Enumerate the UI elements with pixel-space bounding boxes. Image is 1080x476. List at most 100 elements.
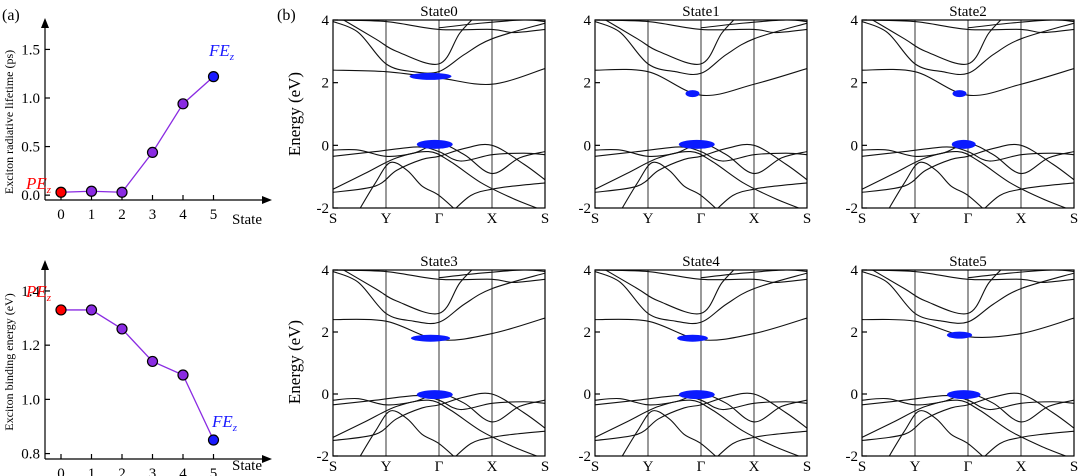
- exciton-weight-vb: [416, 139, 453, 149]
- bands-ylabel-bottom: Energy (eV): [285, 320, 304, 404]
- exciton-weight-vb: [678, 139, 715, 149]
- kpoint-label: S: [541, 211, 549, 227]
- band-panel-title: State2: [949, 4, 987, 20]
- band-lines: [595, 20, 807, 208]
- binding-chart-point: [207, 434, 220, 446]
- binding-chart-series-line: [61, 309, 215, 441]
- binding-chart-xtick-label: 0: [57, 466, 65, 476]
- band-ytick-label: 2: [322, 76, 330, 92]
- band-curve: [717, 430, 807, 456]
- binding-chart-xtick-label: 4: [179, 466, 187, 476]
- band-curve: [595, 394, 807, 411]
- band-curve: [595, 146, 807, 162]
- band-panel-title: State0: [420, 4, 458, 20]
- band-curve: [621, 410, 717, 456]
- band-curve: [595, 392, 807, 442]
- band-curve: [333, 270, 545, 283]
- band-curve: [333, 20, 545, 34]
- exciton-weight-cb: [410, 334, 451, 342]
- exciton-weight-vb: [678, 390, 715, 400]
- binding-chart-xtick-label: 5: [210, 466, 218, 476]
- lifetime-chart-ytick-label: 0.5: [21, 140, 40, 156]
- kpoint-label: S: [858, 459, 866, 475]
- band-curve: [333, 392, 545, 442]
- band-panel-2: -2 0 2 4 S Y Γ X S State2: [846, 4, 1079, 227]
- kpoint-label: S: [541, 459, 549, 475]
- fe-label-lifetime: FEz: [208, 41, 235, 63]
- bands-ylabel-top: Energy (eV): [285, 72, 304, 156]
- band-ytick-label: -2: [317, 201, 330, 217]
- lifetime-chart: Exciton radiative lifetime (ps) State 0.…: [2, 18, 272, 228]
- band-panel-4: -2 0 2 4 S Y Γ X S State4: [579, 254, 812, 475]
- lifetime-chart-xtick-label: 1: [88, 207, 96, 223]
- band-frame: [861, 19, 1075, 209]
- binding-chart-point: [55, 304, 67, 316]
- binding-ylabel: Exciton binding energy (eV): [2, 293, 16, 430]
- lifetime-chart-xtick-label: 2: [118, 207, 126, 223]
- band-lines: [862, 20, 1074, 208]
- lifetime-chart-ytick-label: 0.0: [21, 188, 40, 204]
- band-curve: [595, 399, 801, 456]
- band-ytick-label: 2: [851, 76, 859, 92]
- band-curve: [621, 161, 717, 208]
- band-curve: [984, 430, 1074, 456]
- kpoint-label: S: [1070, 211, 1078, 227]
- lifetime-chart-series-line: [60, 76, 214, 193]
- exciton-weight-cb: [685, 90, 700, 98]
- band-ytick-label: 4: [322, 13, 330, 29]
- band-ytick-label: 2: [584, 325, 592, 341]
- band-frame: [594, 19, 808, 209]
- binding-chart-point: [146, 355, 159, 368]
- band-ytick-label: 2: [322, 325, 330, 341]
- kpoint-label: Y: [381, 459, 392, 475]
- band-curve: [862, 392, 1074, 442]
- kpoint-label: Y: [910, 459, 921, 475]
- kpoint-label: Y: [910, 211, 921, 227]
- band-curve: [342, 270, 473, 315]
- binding-chart-ytick-label: 0.8: [21, 447, 40, 463]
- binding-chart-xtick-label: 1: [88, 466, 96, 476]
- band-panel-3: -2 0 2 4 S Y Γ X S State3: [317, 254, 550, 475]
- band-curve: [862, 394, 1074, 411]
- band-ytick-label: 4: [584, 13, 592, 29]
- kpoint-label: Γ: [964, 211, 973, 227]
- exciton-weight-cb: [409, 72, 452, 80]
- binding-chart-ytick-label: 1.0: [21, 392, 40, 408]
- lifetime-chart-xtick-label: 5: [210, 207, 218, 223]
- binding-chart-xtick-label: 3: [149, 466, 157, 476]
- band-panel-title: State3: [420, 254, 458, 270]
- band-curve: [862, 68, 1074, 97]
- band-panel-0: -2 0 2 4 S Y Γ X S State0: [317, 4, 550, 227]
- band-panel-5: -2 0 2 4 S Y Γ X S State5: [846, 254, 1079, 475]
- band-curve: [862, 271, 1074, 324]
- band-curve: [604, 20, 735, 65]
- binding-chart-ytick-label: 1.2: [21, 338, 40, 354]
- lifetime-chart-point: [207, 71, 220, 83]
- kpoint-label: Γ: [697, 459, 706, 475]
- band-ytick-label: -2: [846, 449, 859, 465]
- panel-label-a: (a): [2, 7, 20, 24]
- kpoint-label: X: [487, 459, 498, 475]
- band-curve: [717, 182, 807, 208]
- band-curve: [595, 20, 807, 34]
- band-ytick-label: 4: [851, 13, 859, 29]
- kpoint-label: S: [803, 459, 811, 475]
- kpoint-label: Γ: [697, 211, 706, 227]
- kpoint-label: X: [1016, 459, 1027, 475]
- kpoint-label: Γ: [435, 459, 444, 475]
- band-ytick-label: 0: [851, 138, 859, 154]
- band-panel-title: State1: [682, 4, 720, 20]
- band-curve: [333, 399, 539, 456]
- kpoint-label: X: [1016, 211, 1027, 227]
- band-curve: [862, 270, 1074, 283]
- band-ytick-label: 4: [851, 263, 859, 279]
- band-curve: [595, 68, 807, 97]
- band-panel-title: State5: [949, 254, 987, 270]
- band-structure-grid: Energy (eV) Energy (eV) -2 0 2 4 S Y Γ X S State0…: [285, 4, 1078, 475]
- band-ytick-label: 4: [322, 263, 330, 279]
- kpoint-label: Y: [643, 459, 654, 475]
- lifetime-chart-xtick-label: 0: [57, 207, 65, 223]
- kpoint-label: S: [591, 211, 599, 227]
- binding-chart-point: [177, 369, 189, 381]
- band-ytick-label: 0: [851, 387, 859, 403]
